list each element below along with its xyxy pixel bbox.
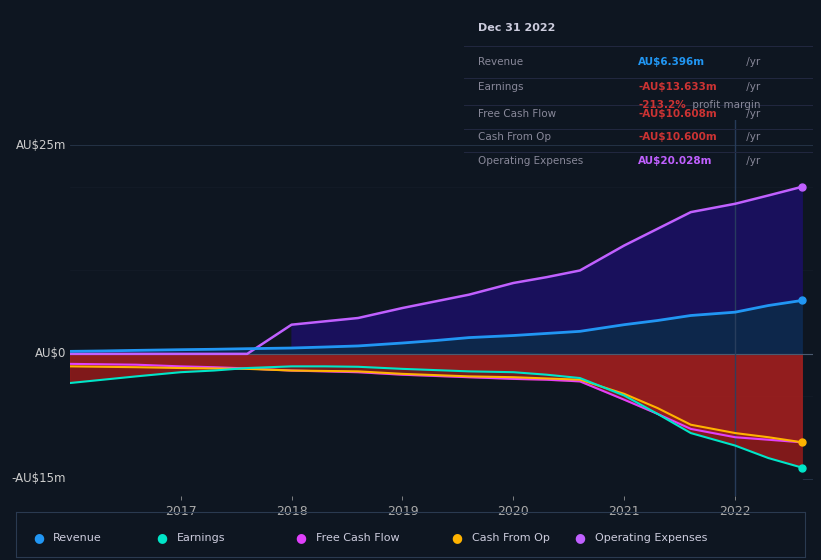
Text: Cash From Op: Cash From Op [478,132,551,142]
Text: AU$25m: AU$25m [16,139,66,152]
Text: -AU$10.600m: -AU$10.600m [639,132,717,142]
Text: -AU$13.633m: -AU$13.633m [639,82,717,92]
Text: AU$20.028m: AU$20.028m [639,156,713,166]
Text: /yr: /yr [743,57,760,67]
Text: -213.2%: -213.2% [639,100,686,110]
Text: -AU$10.608m: -AU$10.608m [639,109,717,119]
Text: Earnings: Earnings [177,533,225,543]
Text: ●: ● [156,531,167,544]
Text: /yr: /yr [743,156,760,166]
Text: Free Cash Flow: Free Cash Flow [316,533,400,543]
Text: /yr: /yr [743,82,760,92]
Text: Dec 31 2022: Dec 31 2022 [478,23,555,33]
Text: ●: ● [33,531,44,544]
Text: Earnings: Earnings [478,82,523,92]
Text: profit margin: profit margin [689,100,760,110]
Text: ●: ● [452,531,462,544]
Text: /yr: /yr [743,132,760,142]
Text: AU$6.396m: AU$6.396m [639,57,705,67]
Text: Free Cash Flow: Free Cash Flow [478,109,556,119]
Text: /yr: /yr [743,109,760,119]
Text: Operating Expenses: Operating Expenses [595,533,708,543]
Text: Revenue: Revenue [53,533,102,543]
Text: AU$0: AU$0 [34,347,66,360]
Text: Operating Expenses: Operating Expenses [478,156,583,166]
Text: Cash From Op: Cash From Op [472,533,550,543]
Text: ●: ● [296,531,306,544]
Text: Revenue: Revenue [478,57,523,67]
Text: ●: ● [575,531,585,544]
Text: -AU$15m: -AU$15m [11,473,66,486]
